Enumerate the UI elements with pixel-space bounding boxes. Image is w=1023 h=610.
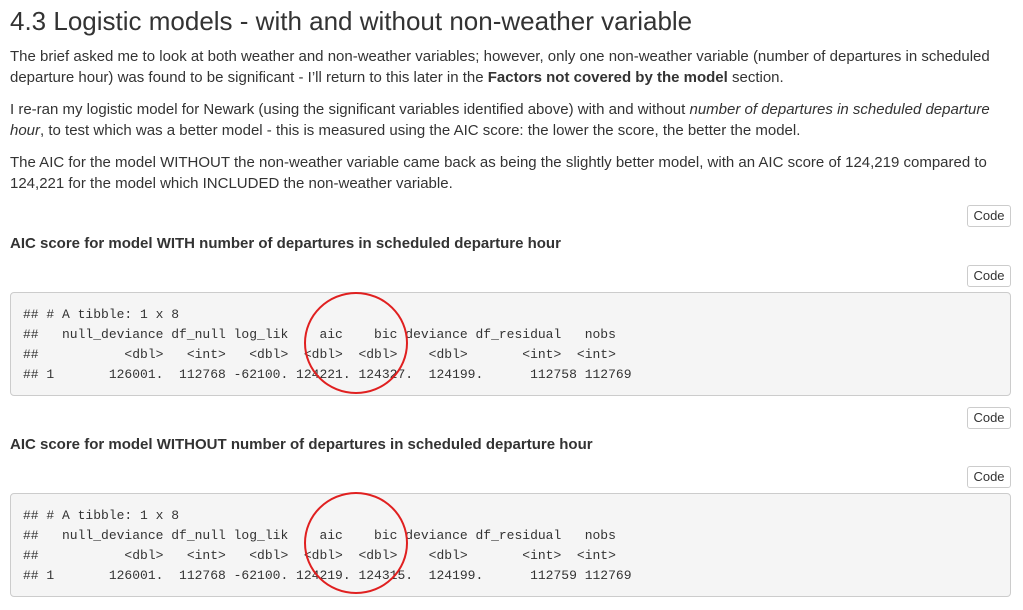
code-toggle-button[interactable]: Code <box>967 265 1011 287</box>
factors-not-covered-link-text: Factors not covered by the model <box>487 69 728 86</box>
paragraph-brief-text-2: section. <box>727 69 784 86</box>
output-line: ## <dbl> <int> <dbl> <dbl> <dbl> <dbl> <… <box>23 548 616 563</box>
model-with-heading: AIC score for model WITH number of depar… <box>10 235 561 252</box>
section-heading: 4.3 Logistic models - with and without n… <box>10 6 693 36</box>
output-line: ## 1 126001. 112768 -62100. 124221. 1243… <box>23 367 632 382</box>
paragraph-rerun-text-2: , to test which was a better model - thi… <box>40 122 801 139</box>
code-toggle-button[interactable]: Code <box>967 205 1011 227</box>
model-without-heading: AIC score for model WITHOUT number of de… <box>10 436 593 453</box>
code-toggle-button[interactable]: Code <box>967 466 1011 488</box>
output-line: ## null_deviance df_null log_lik aic bic… <box>23 528 616 543</box>
variable-name-italic: number of departures in scheduled depart… <box>10 101 990 139</box>
paragraph-aic-result: The AIC for the model WITHOUT the non-we… <box>10 154 987 192</box>
paragraph-brief: The brief asked me to look at both weath… <box>10 46 1010 88</box>
output-line: ## null_deviance df_null log_lik aic bic… <box>23 327 616 342</box>
paragraph-rerun: I re-ran my logistic model for Newark (u… <box>10 99 1010 141</box>
output-line: ## <dbl> <int> <dbl> <dbl> <dbl> <dbl> <… <box>23 347 616 362</box>
output-line: ## 1 126001. 112768 -62100. 124219. 1243… <box>23 568 632 583</box>
code-toggle-button[interactable]: Code <box>967 407 1011 429</box>
output-line: ## # A tibble: 1 x 8 <box>23 508 180 523</box>
model-without-output: ## # A tibble: 1 x 8 ## null_deviance df_… <box>10 493 1011 597</box>
output-line: ## # A tibble: 1 x 8 <box>23 307 180 322</box>
model-with-output: ## # A tibble: 1 x 8 ## null_deviance df_… <box>10 292 1011 396</box>
paragraph-brief-text-1: The brief asked me to look at both weath… <box>10 48 990 86</box>
paragraph-rerun-text-1: I re-ran my logistic model for Newark (u… <box>10 101 690 118</box>
